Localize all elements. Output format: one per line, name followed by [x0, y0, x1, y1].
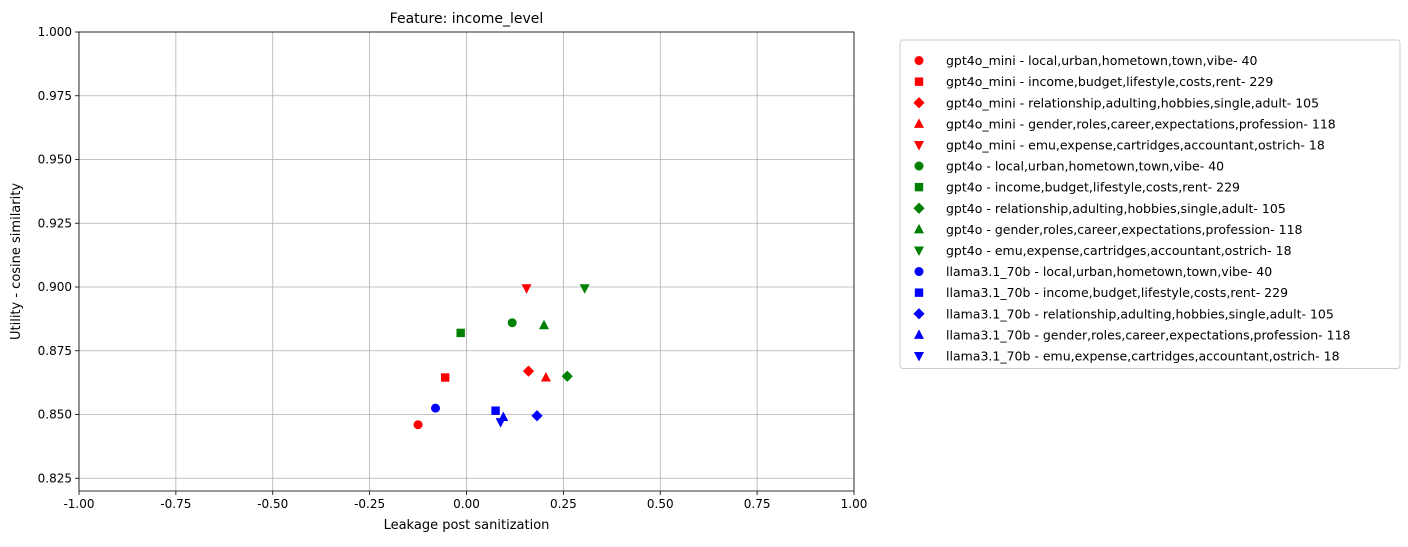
legend: gpt4o_mini - local,urban,hometown,town,v…	[899, 39, 1401, 369]
legend-marker	[913, 202, 925, 214]
legend-marker	[914, 329, 924, 339]
legend-marker	[914, 223, 924, 234]
data-point	[539, 319, 549, 330]
data-point	[522, 365, 535, 377]
x-tick-label: -0.25	[354, 497, 385, 511]
data-point	[507, 318, 517, 328]
data-point	[431, 403, 440, 413]
data-point	[413, 420, 423, 430]
legend-marker	[914, 288, 924, 297]
legend-marker	[914, 56, 924, 66]
legend-label: gpt4o_mini - gender,roles,career,expecta…	[946, 116, 1336, 131]
y-tick-label: 0.875	[38, 344, 72, 358]
x-tick-label: -0.75	[160, 497, 191, 511]
legend-marker	[914, 77, 924, 86]
legend-marker	[914, 351, 924, 362]
x-tick-label: 0.25	[550, 497, 577, 511]
legend-marker	[914, 182, 924, 192]
legend-label: llama3.1_70b - emu,expense,cartridges,ac…	[946, 348, 1340, 363]
legend-marker	[914, 118, 924, 128]
legend-label: llama3.1_70b - relationship,adulting,hob…	[946, 306, 1334, 321]
data-point	[456, 328, 465, 338]
legend-label: gpt4o_mini - local,urban,hometown,town,v…	[946, 53, 1257, 68]
y-tick-label: 0.925	[38, 216, 72, 230]
legend-marker	[913, 308, 925, 320]
y-tick-label: 0.825	[38, 471, 72, 485]
legend-marker	[914, 140, 924, 151]
data-point	[531, 410, 543, 422]
legend-marker	[914, 267, 924, 277]
data-point	[440, 373, 450, 382]
y-tick-label: 0.850	[38, 408, 72, 422]
legend-label: gpt4o - relationship,adulting,hobbies,si…	[946, 201, 1286, 216]
legend-label: gpt4o - income,budget,lifestyle,costs,re…	[946, 180, 1240, 195]
y-tick-label: 0.900	[38, 280, 72, 294]
axis-ticks: -1.00 -0.75 -0.50 -0.25 0.00 0.25 0.50 0.75 1.00…	[38, 25, 868, 511]
data-point	[561, 370, 573, 382]
x-axis-label: Leakage post sanitization	[384, 518, 550, 533]
data-point	[579, 284, 590, 294]
y-axis-label: Utility - cosine similarity	[9, 183, 24, 340]
data-point	[491, 406, 500, 415]
legend-box	[899, 39, 1401, 369]
x-tick-label: 1.00	[841, 497, 868, 511]
legend-label: llama3.1_70b - local,urban,hometown,town…	[946, 264, 1272, 279]
chart-title: Feature: income_level	[390, 11, 544, 27]
data-point	[521, 284, 532, 294]
legend-label: gpt4o_mini - relationship,adulting,hobbi…	[946, 95, 1319, 110]
x-tick-label: 0.00	[453, 497, 480, 511]
legend-label: gpt4o_mini - emu,expense,cartridges,acco…	[946, 137, 1325, 152]
x-tick-label: -0.50	[257, 497, 288, 511]
legend-label: gpt4o_mini - income,budget,lifestyle,cos…	[946, 74, 1273, 89]
x-tick-label: -1.00	[63, 497, 94, 511]
y-tick-label: 0.950	[38, 153, 72, 167]
y-tick-label: 0.975	[38, 89, 72, 103]
data-point	[495, 418, 506, 428]
x-tick-label: 0.75	[744, 497, 771, 511]
data-point	[540, 372, 551, 382]
legend-marker	[914, 246, 924, 256]
data-points	[413, 284, 590, 430]
legend-label: llama3.1_70b - income,budget,lifestyle,c…	[946, 285, 1288, 300]
legend-label: gpt4o - gender,roles,career,expectations…	[946, 222, 1303, 237]
legend-marker	[914, 161, 924, 171]
legend-label: gpt4o - emu,expense,cartridges,accountan…	[946, 243, 1292, 258]
y-tick-label: 1.000	[38, 25, 72, 39]
legend-label: llama3.1_70b - gender,roles,career,expec…	[946, 327, 1351, 342]
x-tick-label: 0.50	[647, 497, 674, 511]
grid	[78, 31, 855, 491]
legend-label: gpt4o - local,urban,hometown,town,vibe- …	[946, 159, 1224, 174]
legend-marker	[913, 97, 925, 109]
